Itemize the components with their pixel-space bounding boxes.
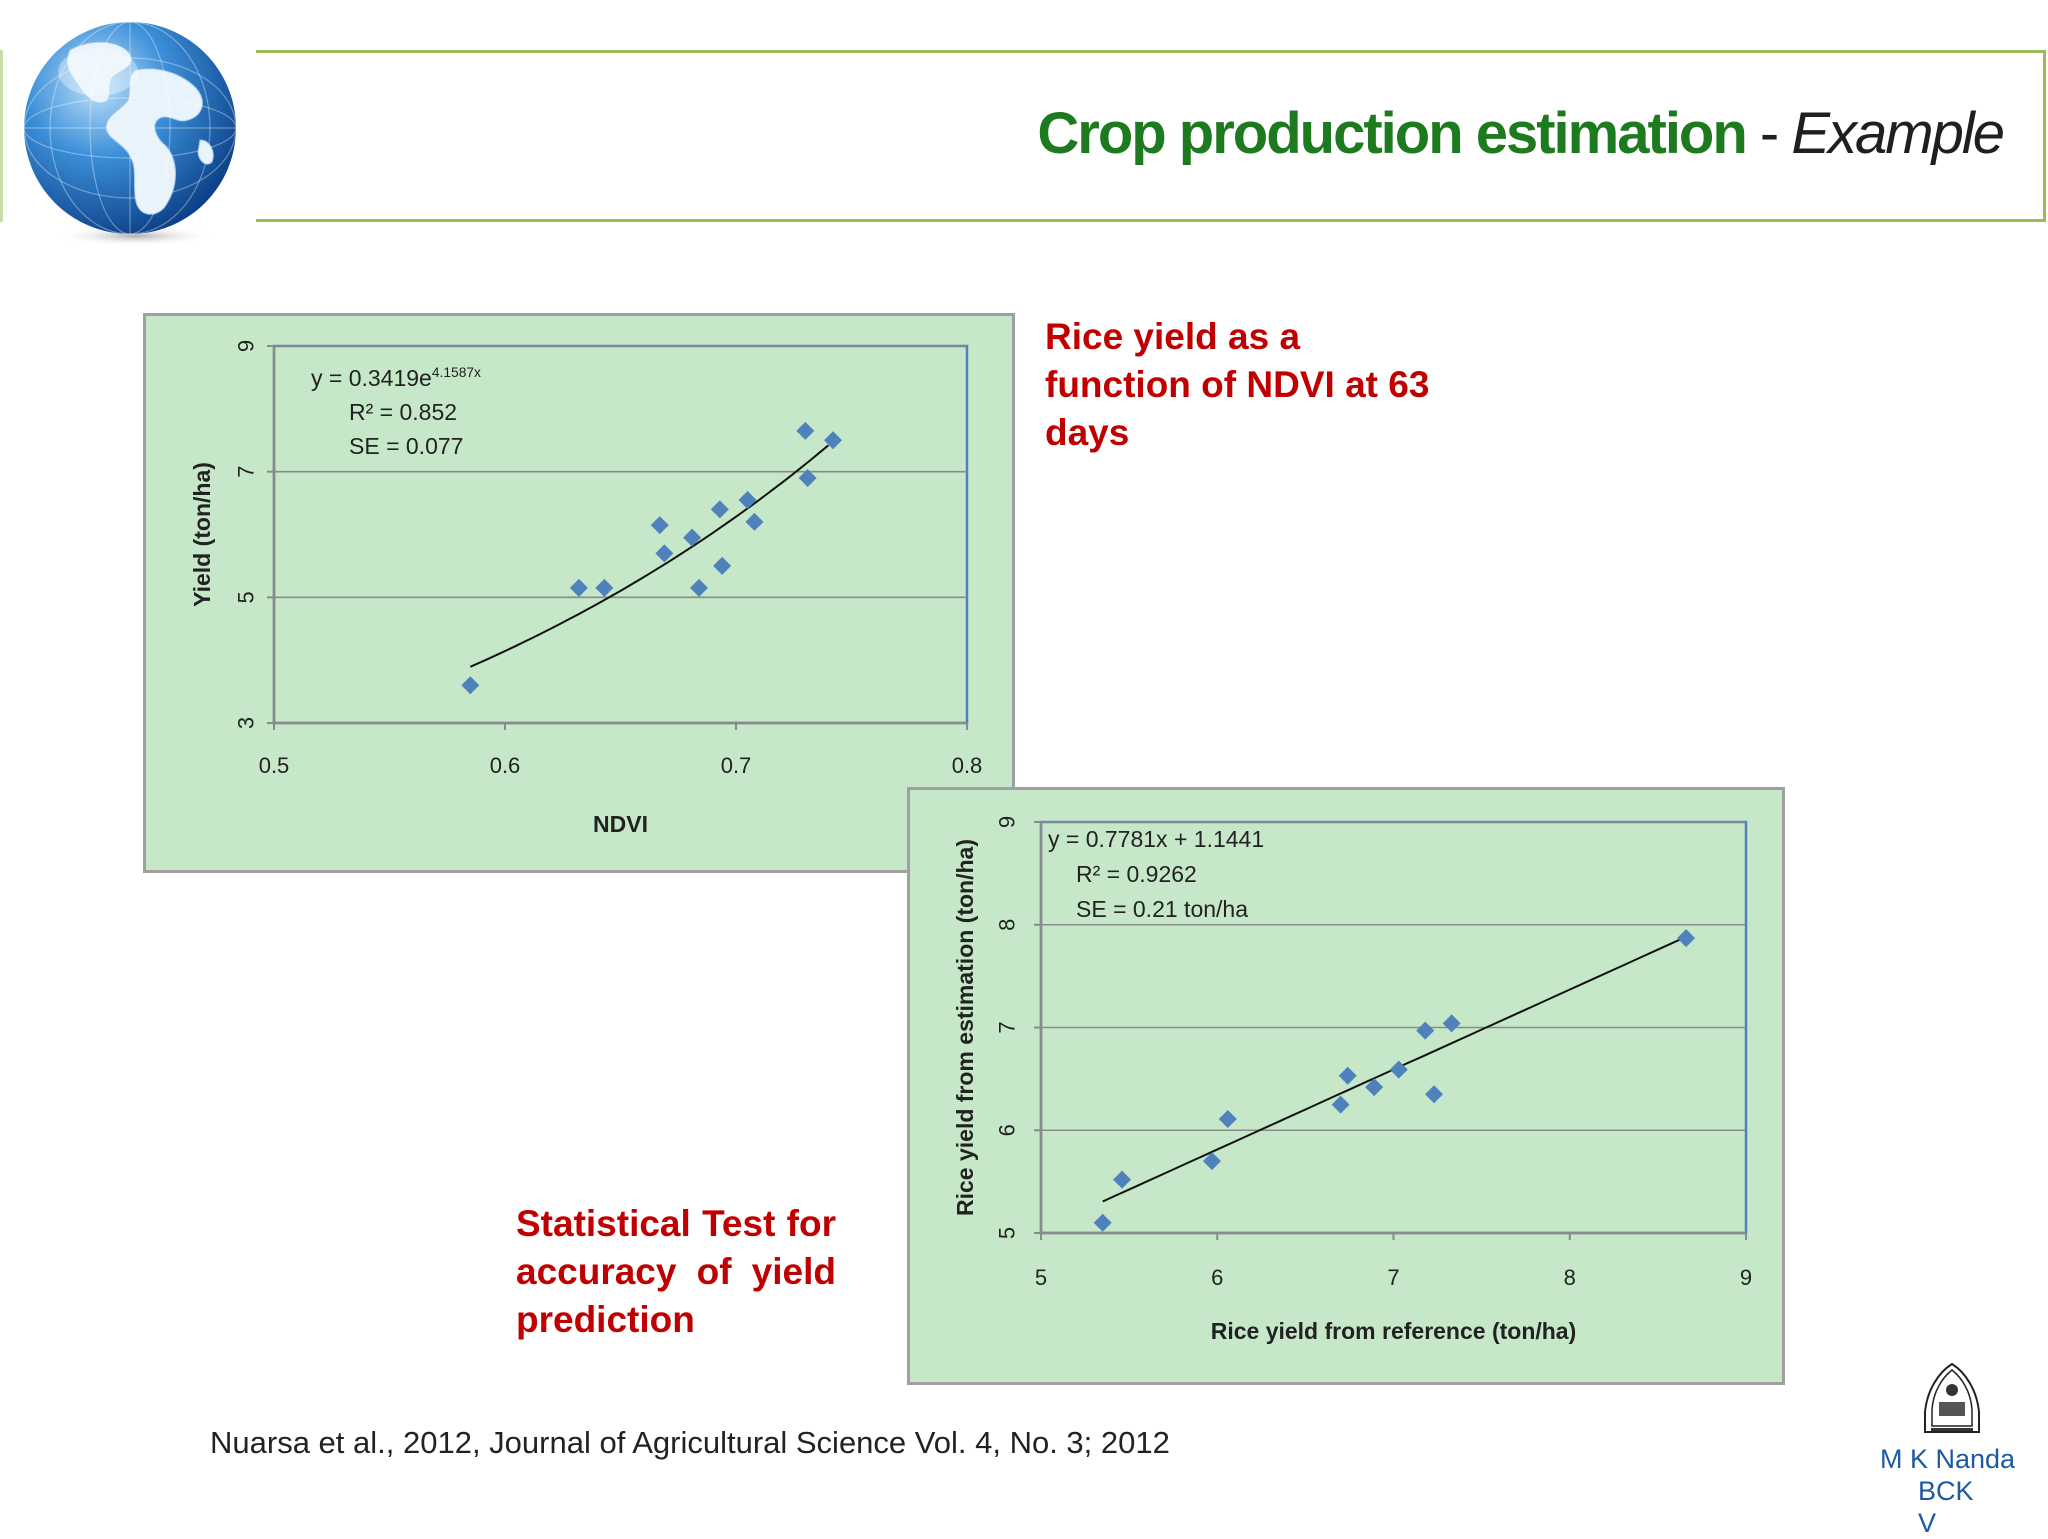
ndvi-chart-x-tick-label: 0.7 <box>721 753 752 778</box>
accuracy-chart-x-tick-label: 6 <box>1211 1265 1223 1290</box>
ndvi-chart-data-point <box>738 490 757 509</box>
ndvi-chart-x-axis-title: NDVI <box>593 811 648 837</box>
accuracy-chart-data-point <box>1389 1060 1408 1079</box>
ndvi-chart-x-tick-label: 0.6 <box>490 753 521 778</box>
ndvi-chart-y-tick-label: 5 <box>234 591 259 603</box>
ndvi-chart-data-point <box>796 421 815 440</box>
ndvi-chart-data-point <box>683 528 702 547</box>
ndvi-chart-data-point <box>710 500 729 519</box>
ndvi-chart-data-point <box>595 578 614 597</box>
slide-title: Crop production estimation - Example <box>1037 100 2005 167</box>
ndvi-chart-data-point <box>461 676 480 695</box>
accuracy-chart-data-point <box>1677 929 1696 948</box>
title-separator: - <box>1745 101 1792 166</box>
accuracy-chart-data-point <box>1442 1014 1461 1033</box>
accuracy-chart-x-tick-label: 8 <box>1564 1265 1576 1290</box>
accuracy-chart-y-axis-title: Rice yield from estimation (ton/ha) <box>952 839 978 1216</box>
ndvi-chart-y-tick-label: 3 <box>234 717 259 729</box>
accuracy-chart-y-tick-label: 8 <box>995 919 1020 931</box>
accuracy-chart-data-point <box>1425 1085 1444 1104</box>
university-seal-icon <box>1924 1362 1980 1433</box>
accuracy-chart-x-tick-label: 5 <box>1035 1265 1047 1290</box>
accuracy-chart: 5 6 7 8 9 5 6 7 8 9 Rice yield from reference (ton… <box>907 787 1785 1385</box>
accuracy-chart-data-point <box>1093 1213 1112 1232</box>
accuracy-chart-data-point <box>1416 1021 1435 1040</box>
accuracy-plot: 5 6 7 8 9 5 6 7 8 9 Rice yield from reference (ton… <box>952 816 1752 1344</box>
ndvi-chart-y-tick-label: 9 <box>234 340 259 352</box>
accuracy-chart-data-point <box>1365 1078 1384 1097</box>
left-accent-rule <box>0 50 3 222</box>
title-main: Crop production estimation <box>1037 101 1747 166</box>
ndvi-yield-chart: 0.5 0.6 0.7 0.8 3 5 7 9 NDVI Yield (ton/ha) y = 0.… <box>143 313 1015 873</box>
citation: Nuarsa et al., 2012, Journal of Agricult… <box>210 1425 1170 1460</box>
accuracy-chart-annotation-line: y = 0.7781x + 1.1441 <box>1048 826 1264 852</box>
caption-statistical-test: Statistical Test for accuracy of yield p… <box>516 1203 836 1340</box>
caption-rice-yield-ndvi: Rice yield as a function of NDVI at 63 d… <box>1045 316 1430 453</box>
title-example: Example <box>1791 101 2005 166</box>
accuracy-chart-y-tick-label: 6 <box>995 1124 1020 1136</box>
accuracy-chart-x-tick-label: 9 <box>1740 1265 1752 1290</box>
accuracy-chart-y-tick-label: 5 <box>995 1227 1020 1239</box>
author-credit: M K Nanda BCK V <box>1880 1443 2030 1539</box>
ndvi-chart-data-point <box>655 544 674 563</box>
ndvi-chart-y-tick-label: 7 <box>234 466 259 478</box>
accuracy-chart-x-axis-title: Rice yield from reference (ton/ha) <box>1211 1318 1577 1344</box>
author-affiliation-cont: V <box>1918 1508 1937 1538</box>
author-name: M K Nanda <box>1880 1444 2016 1474</box>
ndvi-chart-data-point <box>569 578 588 597</box>
ndvi-chart-data-point <box>650 516 669 535</box>
accuracy-chart-y-tick-label: 9 <box>995 816 1020 828</box>
accuracy-chart-data-point <box>1113 1170 1132 1189</box>
accuracy-chart-data-point <box>1338 1066 1357 1085</box>
accuracy-chart-data-point <box>1218 1109 1237 1128</box>
ndvi-chart-data-point <box>798 468 817 487</box>
accuracy-chart-y-tick-label: 7 <box>995 1021 1020 1033</box>
ndvi-chart-annotation-line: y = 0.3419e4.1587x <box>311 365 481 391</box>
accuracy-chart-annotation-line: SE = 0.21 ton/ha <box>1076 896 1248 922</box>
ndvi-chart-data-point <box>745 512 764 531</box>
ndvi-chart-data-point <box>690 578 709 597</box>
globe-icon <box>24 22 236 246</box>
ndvi-chart-y-axis-title: Yield (ton/ha) <box>189 462 215 607</box>
accuracy-chart-annotation-line: R² = 0.9262 <box>1076 861 1197 887</box>
accuracy-chart-x-tick-label: 7 <box>1387 1265 1399 1290</box>
ndvi-chart-data-point <box>824 431 843 450</box>
ndvi-chart-trendline <box>469 444 830 668</box>
title-banner <box>256 50 2046 222</box>
ndvi-chart-data-point <box>713 556 732 575</box>
ndvi-chart-x-tick-label: 0.5 <box>259 753 290 778</box>
ndvi-chart-annotation-line: SE = 0.077 <box>349 433 463 459</box>
ndvi-yield-plot: 0.5 0.6 0.7 0.8 3 5 7 9 NDVI Yield (ton/ha) y = 0.… <box>189 340 983 837</box>
accuracy-chart-data-point <box>1202 1152 1221 1171</box>
ndvi-chart-x-tick-label: 0.8 <box>952 753 983 778</box>
ndvi-chart-annotation-line: R² = 0.852 <box>349 399 457 425</box>
author-affiliation: BCK <box>1918 1476 1974 1506</box>
accuracy-chart-data-point <box>1331 1095 1350 1114</box>
